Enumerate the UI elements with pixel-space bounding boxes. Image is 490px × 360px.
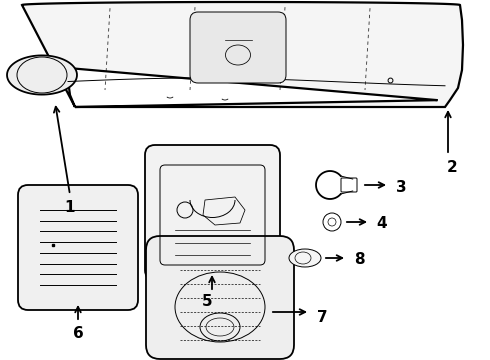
Text: 3: 3 — [396, 180, 406, 194]
Text: 5: 5 — [202, 294, 212, 310]
Text: 6: 6 — [73, 325, 83, 341]
FancyBboxPatch shape — [146, 236, 294, 359]
FancyBboxPatch shape — [190, 12, 286, 83]
FancyBboxPatch shape — [145, 145, 280, 280]
Text: 4: 4 — [377, 216, 387, 231]
Text: 8: 8 — [354, 252, 364, 267]
Polygon shape — [22, 2, 463, 107]
Text: 1: 1 — [65, 201, 75, 216]
Ellipse shape — [289, 249, 321, 267]
FancyBboxPatch shape — [18, 185, 138, 310]
Text: 7: 7 — [317, 310, 327, 324]
Polygon shape — [7, 55, 77, 95]
Text: 2: 2 — [446, 161, 457, 175]
